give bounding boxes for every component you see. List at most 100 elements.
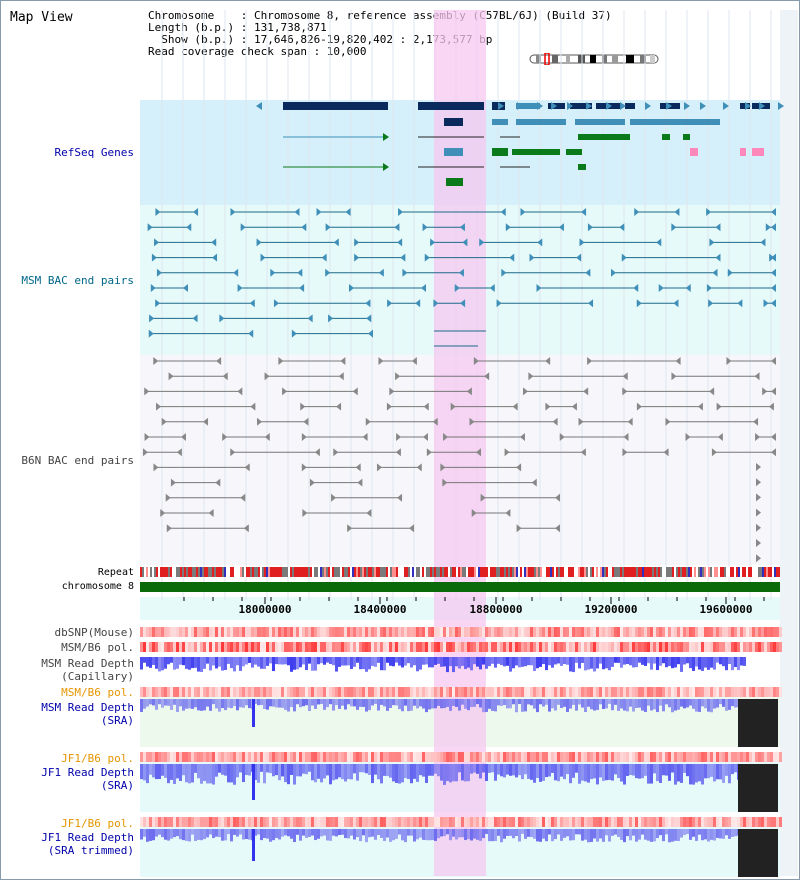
repeat-segment — [394, 567, 396, 577]
jf1-sra-depth-bar — [413, 764, 416, 779]
msm-sra-depth-bar — [539, 699, 542, 705]
jf1-sra-depth-bar — [578, 764, 581, 784]
jf1-pol-cell — [554, 752, 557, 762]
msm-pol-sra-cell — [584, 687, 587, 697]
chromosome-ideogram[interactable] — [528, 53, 660, 65]
jf1-trim-depth-bar — [176, 829, 179, 837]
msm-sra-depth-bar — [431, 699, 434, 709]
jf1-pol-trim-cell — [272, 817, 275, 827]
jf1-sra-depth-bar — [278, 764, 281, 781]
repeat-segment — [702, 567, 704, 577]
capillary-depth-bar — [200, 657, 203, 672]
jf1-pol-trim-cell — [290, 817, 293, 827]
bac-end — [622, 372, 628, 381]
msm-pol-sra-cell — [386, 687, 389, 697]
capillary-depth-bar — [341, 657, 344, 666]
bac-end — [706, 284, 712, 292]
jf1-pol-trim-cell — [581, 817, 584, 827]
jf1-trim-depth-bar — [203, 829, 206, 840]
jf1-sra-depth-bar — [149, 764, 152, 775]
msm-pol-sra-cell — [221, 687, 224, 697]
capillary-depth-bar — [503, 657, 506, 667]
capillary-depth-bar — [614, 657, 617, 663]
capillary-depth-bar — [668, 657, 671, 667]
msm-pol-cell — [299, 642, 302, 652]
msm-pol-cell — [524, 642, 527, 652]
jf1-trim-depth-bar — [617, 829, 620, 837]
msm-pol-sra-cell — [293, 687, 296, 697]
bac-end — [671, 372, 677, 381]
jf1-pol-trim-cell — [326, 817, 329, 827]
msm-pol-sra-cell — [338, 687, 341, 697]
repeat-segment — [252, 567, 254, 577]
jf1-pol-cell — [170, 752, 173, 762]
jf1-sra-depth-bar — [152, 764, 155, 778]
msm-bac-features — [147, 208, 776, 347]
dbsnp-label: dbSNP(Mouse) — [54, 626, 134, 639]
msm-sra-depth-bar — [674, 699, 677, 711]
jf1-sra-depth-bar — [212, 764, 215, 785]
msm-pol-cell — [761, 642, 764, 652]
jf1-pol-cell — [566, 752, 569, 762]
msm-pol-cell — [593, 642, 596, 652]
jf1-trim-depth-bar — [518, 829, 521, 842]
dbsnp-cell — [350, 627, 353, 637]
msm-pol-sra-cell — [164, 687, 167, 697]
msm-sra-depth-bar — [296, 699, 299, 705]
jf1-sra-depth-bar — [170, 764, 173, 780]
capillary-depth-bar — [299, 657, 302, 668]
jf1-pol-trim-cell — [302, 817, 305, 827]
dbsnp-cell — [689, 627, 692, 637]
dbsnp-cell — [581, 627, 584, 637]
dbsnp-cell — [344, 627, 347, 637]
msm-pol-cell — [755, 642, 758, 652]
jf1-sra-depth-bar — [653, 764, 656, 774]
bac-end — [151, 253, 157, 262]
jf1-sra-depth-bar — [338, 764, 341, 778]
jf1-pol-cell — [464, 752, 467, 762]
bac-end — [208, 509, 214, 517]
bac-end — [756, 493, 761, 502]
repeat-segment — [424, 567, 426, 577]
dbsnp-cell — [359, 627, 362, 637]
jf1-trim-depth-bar — [488, 829, 491, 842]
msm-pol-cell — [494, 642, 497, 652]
bac-end — [756, 539, 761, 547]
bac-end — [303, 417, 309, 426]
jf1-pol-trim-cell — [170, 817, 173, 827]
jf1-trim-depth-bar — [239, 829, 242, 835]
jf1-sra-depth-bar — [239, 764, 242, 773]
msm-sra-depth-bar — [626, 699, 629, 712]
jf1-pol-cell — [458, 752, 461, 762]
jf1-pol-cell — [773, 752, 776, 762]
gene-feature — [500, 136, 520, 138]
bac-end — [264, 372, 270, 381]
msm-pol-sra-cell — [500, 687, 503, 697]
jf1-pol-cell — [674, 752, 677, 762]
capillary-depth-bar — [536, 657, 539, 669]
msm-sra-depth-bar — [257, 699, 260, 706]
jf1-trim-depth-bar — [494, 829, 497, 842]
refseq-genes-label: RefSeq Genes — [54, 146, 134, 159]
msm-pol-sra-cell — [188, 687, 191, 697]
msm-sra-depth-bar — [200, 699, 203, 711]
jf1-sra-depth-bar — [191, 764, 194, 783]
repeat-segment — [492, 567, 494, 577]
jf1-pol-cell — [188, 752, 191, 762]
jf1-sra-depth-bar — [731, 764, 734, 775]
repeat-segment — [174, 567, 176, 577]
msm-pol-cell — [413, 642, 416, 652]
jf1-trim-depth-bar — [179, 829, 182, 840]
jf1-sra-depth-bar — [650, 764, 653, 784]
jf1-sra-depth-bar — [701, 764, 704, 785]
dbsnp-cell — [356, 627, 359, 637]
msm-pol-cell — [728, 642, 731, 652]
jf1-sra-depth-bar — [560, 764, 563, 777]
jf1-trim-depth-bar — [146, 829, 149, 842]
msm-sra-depth-bar — [455, 699, 458, 707]
bac-end — [243, 524, 249, 533]
bac-end — [176, 448, 182, 457]
bac-end — [755, 433, 761, 441]
jf1-sra-depth-bar — [593, 764, 596, 779]
